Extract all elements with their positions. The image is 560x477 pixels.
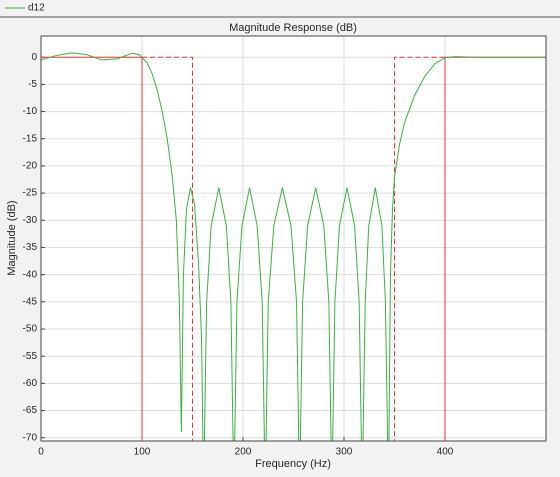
y-tick-label: -20 (23, 161, 38, 172)
plot-layer (41, 52, 546, 441)
y-tick-label: -10 (23, 106, 38, 117)
x-tick-label: 0 (38, 447, 44, 458)
plot-frame (40, 35, 547, 442)
y-tick-label: -5 (28, 79, 37, 90)
y-tick-label: -25 (23, 188, 38, 199)
y-tick-label: -70 (23, 432, 38, 443)
x-tick-label: 100 (134, 447, 151, 458)
x-tick-label: 200 (235, 447, 252, 458)
y-tick-label: -60 (23, 378, 38, 389)
chart-title: Magnitude Response (dB) (229, 22, 357, 34)
y-tick-label: -45 (23, 296, 38, 307)
plot-area (41, 36, 546, 441)
y-tick-label: -55 (23, 351, 38, 362)
legend-label: d12 (28, 3, 45, 14)
y-axis-label: Magnitude (dB) (6, 200, 18, 275)
response-line (41, 52, 546, 441)
y-tick-label: -40 (23, 269, 38, 280)
y-tick-label: -30 (23, 215, 38, 226)
y-tick-label: -65 (23, 405, 38, 416)
y-tick-label: 0 (31, 52, 37, 63)
mask-line (142, 56, 445, 441)
x-tick-label: 400 (437, 447, 454, 458)
y-tick-label: -35 (23, 242, 38, 253)
x-axis-label: Frequency (Hz) (255, 458, 331, 470)
x-tick-label: 300 (336, 447, 353, 458)
y-tick-label: -15 (23, 133, 38, 144)
y-tick-label: -50 (23, 324, 38, 335)
